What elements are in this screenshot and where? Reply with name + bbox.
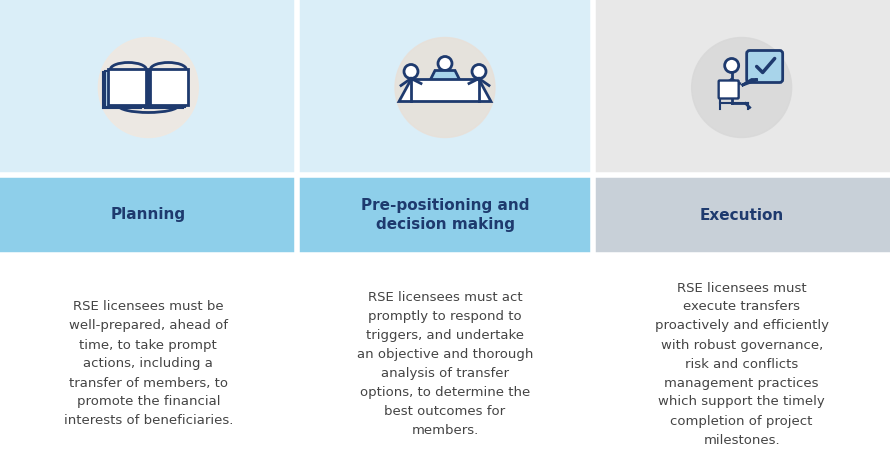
FancyBboxPatch shape (594, 175, 890, 255)
Polygon shape (399, 79, 491, 102)
Polygon shape (429, 70, 461, 82)
FancyBboxPatch shape (145, 72, 183, 108)
Text: RSE licensees must be
well-prepared, ahead of
time, to take prompt
actions, incl: RSE licensees must be well-prepared, ahe… (64, 300, 233, 428)
Circle shape (98, 37, 198, 138)
Text: Execution: Execution (700, 208, 784, 222)
FancyBboxPatch shape (594, 255, 890, 473)
Polygon shape (741, 79, 757, 86)
FancyBboxPatch shape (594, 0, 890, 175)
FancyBboxPatch shape (747, 51, 782, 82)
FancyBboxPatch shape (105, 71, 143, 107)
Text: RSE licensees must act
promptly to respond to
triggers, and undertake
an objecti: RSE licensees must act promptly to respo… (357, 291, 533, 437)
FancyBboxPatch shape (109, 70, 146, 105)
FancyBboxPatch shape (150, 70, 189, 105)
Circle shape (438, 56, 452, 70)
FancyBboxPatch shape (296, 0, 594, 175)
Circle shape (472, 64, 486, 79)
Text: Pre-positioning and
decision making: Pre-positioning and decision making (360, 198, 530, 232)
Circle shape (692, 37, 792, 138)
FancyBboxPatch shape (296, 175, 594, 255)
FancyBboxPatch shape (0, 175, 296, 255)
FancyBboxPatch shape (148, 71, 185, 107)
FancyBboxPatch shape (103, 72, 142, 108)
Circle shape (395, 37, 495, 138)
FancyBboxPatch shape (0, 255, 296, 473)
FancyBboxPatch shape (296, 255, 594, 473)
Circle shape (404, 64, 418, 79)
Text: RSE licensees must
execute transfers
proactively and efficiently
with robust gov: RSE licensees must execute transfers pro… (655, 281, 829, 447)
FancyBboxPatch shape (718, 80, 739, 98)
FancyBboxPatch shape (0, 0, 296, 175)
Text: Planning: Planning (110, 208, 186, 222)
Circle shape (724, 59, 739, 72)
